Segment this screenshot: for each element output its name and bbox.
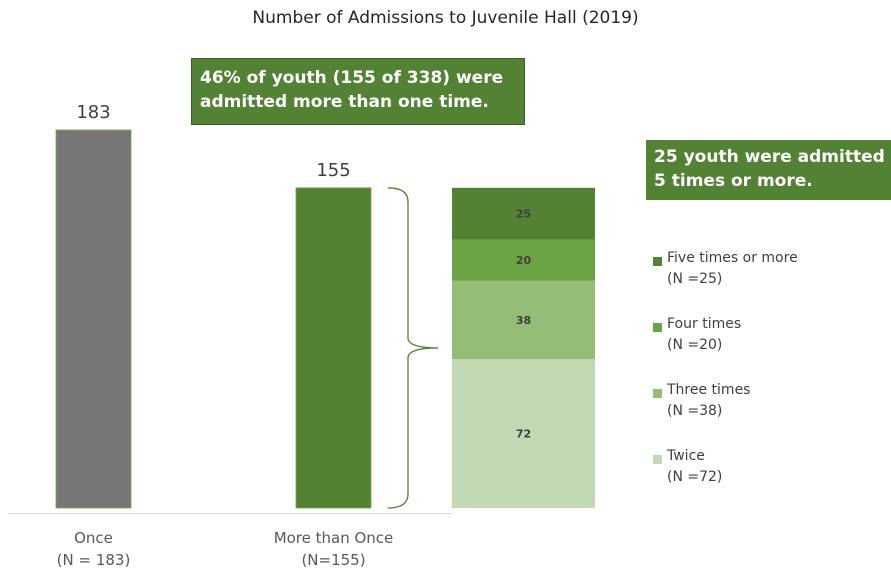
legend-label: Twice [667, 448, 705, 464]
callout-line: 25 youth were admitted [654, 147, 885, 167]
segment-value-label: 20 [516, 254, 532, 267]
legend: Five times or more (N =25) Four times (N =2… [653, 250, 883, 514]
x-tick-label: Once [74, 529, 113, 547]
bar-more-than-once [295, 187, 372, 509]
legend-count: (N =20) [667, 337, 723, 353]
bar-once [55, 129, 132, 509]
legend-count: (N =38) [667, 403, 723, 419]
legend-label: Five times or more [667, 250, 798, 266]
legend-item: Three times (N =38) [653, 382, 883, 448]
segment-value-label: 38 [516, 314, 531, 327]
callout-repeat-admissions: 46% of youth (155 of 338) were admitted … [191, 58, 525, 125]
callout-line: 46% of youth (155 of 338) were [200, 68, 504, 88]
stack-segment-three-times [452, 280, 595, 360]
bar-value-label: 155 [316, 160, 350, 181]
legend-count: (N =72) [667, 469, 723, 485]
callout-line: 5 times or more. [654, 171, 813, 191]
callout-line: admitted more than one time. [200, 92, 489, 112]
chart-title: Number of Admissions to Juvenile Hall (2… [252, 8, 639, 28]
brace-bracket [387, 187, 439, 509]
legend-label: Four times [667, 316, 742, 332]
segment-value-label: 25 [516, 208, 531, 221]
segment-value-label: 72 [516, 428, 531, 441]
legend-swatch [653, 389, 662, 398]
legend-swatch [653, 455, 662, 464]
stack-segment-twice [452, 359, 595, 508]
legend-count: (N =25) [667, 271, 723, 287]
x-tick-label: More than Once [274, 529, 394, 547]
legend-swatch [653, 257, 662, 266]
x-tick-sublabel: (N=155) [301, 551, 365, 569]
legend-label: Three times [667, 382, 751, 398]
stack-segment-five-times-or-more [452, 187, 595, 240]
bar-value-label: 183 [76, 102, 110, 123]
legend-swatch [653, 323, 662, 332]
x-tick-sublabel: (N = 183) [57, 551, 131, 569]
legend-item: Twice (N =72) [653, 448, 883, 514]
legend-item: Four times (N =20) [653, 316, 883, 382]
legend-item: Five times or more (N =25) [653, 250, 883, 316]
stack-segment-four-times [452, 239, 595, 281]
callout-five-plus: 25 youth were admitted 5 times or more. [646, 140, 891, 200]
